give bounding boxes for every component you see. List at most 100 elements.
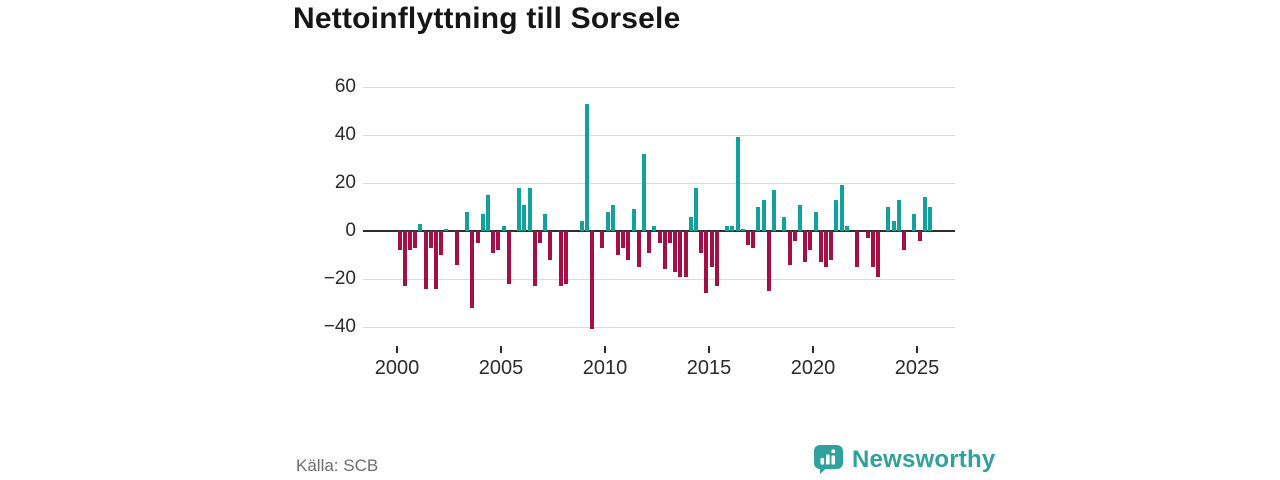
bar-2017q2 [756, 207, 761, 231]
bar-2014q3 [699, 231, 704, 253]
bar-2013q3 [678, 231, 683, 277]
bar-2015q4 [725, 226, 730, 231]
x-axis-tick-2020 [812, 346, 814, 353]
bar-2013q1 [667, 231, 672, 243]
bar-2021q1 [834, 199, 839, 231]
bar-2009q2 [589, 231, 594, 330]
bar-2017q1 [751, 231, 756, 248]
y-axis-label--20: −20 [323, 268, 356, 289]
bar-2005q4 [517, 187, 522, 231]
bar-2018q3 [782, 216, 787, 231]
bar-2019q1 [792, 231, 797, 241]
bar-2000q2 [402, 231, 407, 287]
bar-2002q4 [454, 231, 459, 265]
bar-2015q2 [714, 231, 719, 287]
bar-2025q2 [922, 197, 927, 231]
bar-2007q4 [558, 231, 563, 287]
bar-2020q1 [813, 211, 818, 231]
bar-2001q1 [418, 223, 423, 231]
bar-2023q3 [886, 207, 891, 231]
bar-2022q1 [855, 231, 860, 267]
bar-2024q2 [901, 231, 906, 251]
bar-2011q2 [631, 209, 636, 231]
newsworthy-logo: Newsworthy [813, 444, 995, 475]
bar-2012q4 [662, 231, 667, 270]
bar-2016q2 [735, 137, 740, 231]
bar-2000q3 [407, 231, 412, 251]
bar-2007q1 [543, 214, 548, 231]
bar-2013q2 [673, 231, 678, 272]
bar-2019q3 [803, 231, 808, 263]
gridline-y--40 [363, 327, 955, 328]
bar-2017q4 [766, 231, 771, 291]
bar-2025q3 [927, 207, 932, 231]
bar-2012q2 [652, 226, 657, 231]
bar-2016q1 [730, 226, 735, 231]
bar-2002q2 [444, 228, 449, 231]
bar-2002q1 [439, 231, 444, 255]
bar-2006q2 [527, 187, 532, 231]
bar-2021q3 [844, 226, 849, 231]
bar-2014q2 [693, 187, 698, 231]
bar-2011q4 [641, 154, 646, 231]
bar-2008q4 [579, 221, 584, 231]
bar-2011q3 [636, 231, 641, 267]
bar-2001q2 [423, 231, 428, 289]
bar-2004q3 [491, 231, 496, 253]
x-axis-tick-2015 [708, 346, 710, 353]
bar-2012q1 [647, 231, 652, 253]
bar-2000q1 [397, 231, 402, 251]
bar-2023q1 [875, 231, 880, 277]
bar-2004q1 [480, 214, 485, 231]
bar-2021q2 [839, 185, 844, 231]
bar-2003q4 [475, 231, 480, 243]
bar-2016q4 [745, 231, 750, 246]
source-note: Källa: SCB [296, 456, 379, 475]
gridline-y-20 [363, 183, 955, 184]
bar-2018q4 [787, 231, 792, 265]
bar-2004q2 [485, 195, 490, 231]
bar-2010q3 [615, 231, 620, 255]
bar-2010q1 [605, 211, 610, 231]
bar-2024q4 [912, 214, 917, 231]
bar-2018q1 [771, 190, 776, 231]
bar-2025q1 [917, 231, 922, 241]
x-axis-tick-2005 [500, 346, 502, 353]
chart-title: Nettoinflyttning till Sorsele [293, 2, 681, 35]
gridline-y--20 [363, 279, 955, 280]
x-axis-tick-2010 [604, 346, 606, 353]
bar-2019q4 [808, 231, 813, 251]
bar-2010q2 [610, 204, 615, 231]
bar-2022q4 [870, 231, 875, 267]
gridline-y-60 [363, 87, 955, 88]
x-axis-label-2025: 2025 [894, 357, 940, 379]
y-axis-label-40: 40 [334, 124, 356, 145]
bar-2007q2 [548, 231, 553, 260]
x-axis-label-2005: 2005 [478, 357, 524, 379]
bar-2014q1 [688, 216, 693, 231]
bar-2020q2 [818, 231, 823, 263]
newsworthy-logo-text: Newsworthy [852, 445, 996, 473]
bar-2015q1 [709, 231, 714, 267]
bar-2001q4 [433, 231, 438, 289]
bar-2020q3 [823, 231, 828, 267]
y-axis-label-20: 20 [334, 172, 356, 193]
bar-2003q2 [465, 211, 470, 231]
bar-2023q4 [891, 221, 896, 231]
bar-2013q4 [683, 231, 688, 277]
bar-2012q3 [657, 231, 662, 243]
bar-2024q1 [896, 199, 901, 231]
bar-2017q3 [761, 199, 766, 231]
bar-2010q4 [621, 231, 626, 248]
bar-2019q2 [797, 204, 802, 231]
bar-2020q4 [829, 231, 834, 260]
bar-2005q2 [506, 231, 511, 284]
y-axis-label-60: 60 [334, 76, 356, 97]
bar-2011q1 [626, 231, 631, 260]
bar-2004q4 [496, 231, 501, 251]
y-axis-label--40: −40 [323, 316, 356, 337]
gridline-y-40 [363, 135, 955, 136]
x-axis-tick-2000 [396, 346, 398, 353]
bar-2003q3 [470, 231, 475, 308]
y-axis-label-0: 0 [345, 220, 356, 241]
